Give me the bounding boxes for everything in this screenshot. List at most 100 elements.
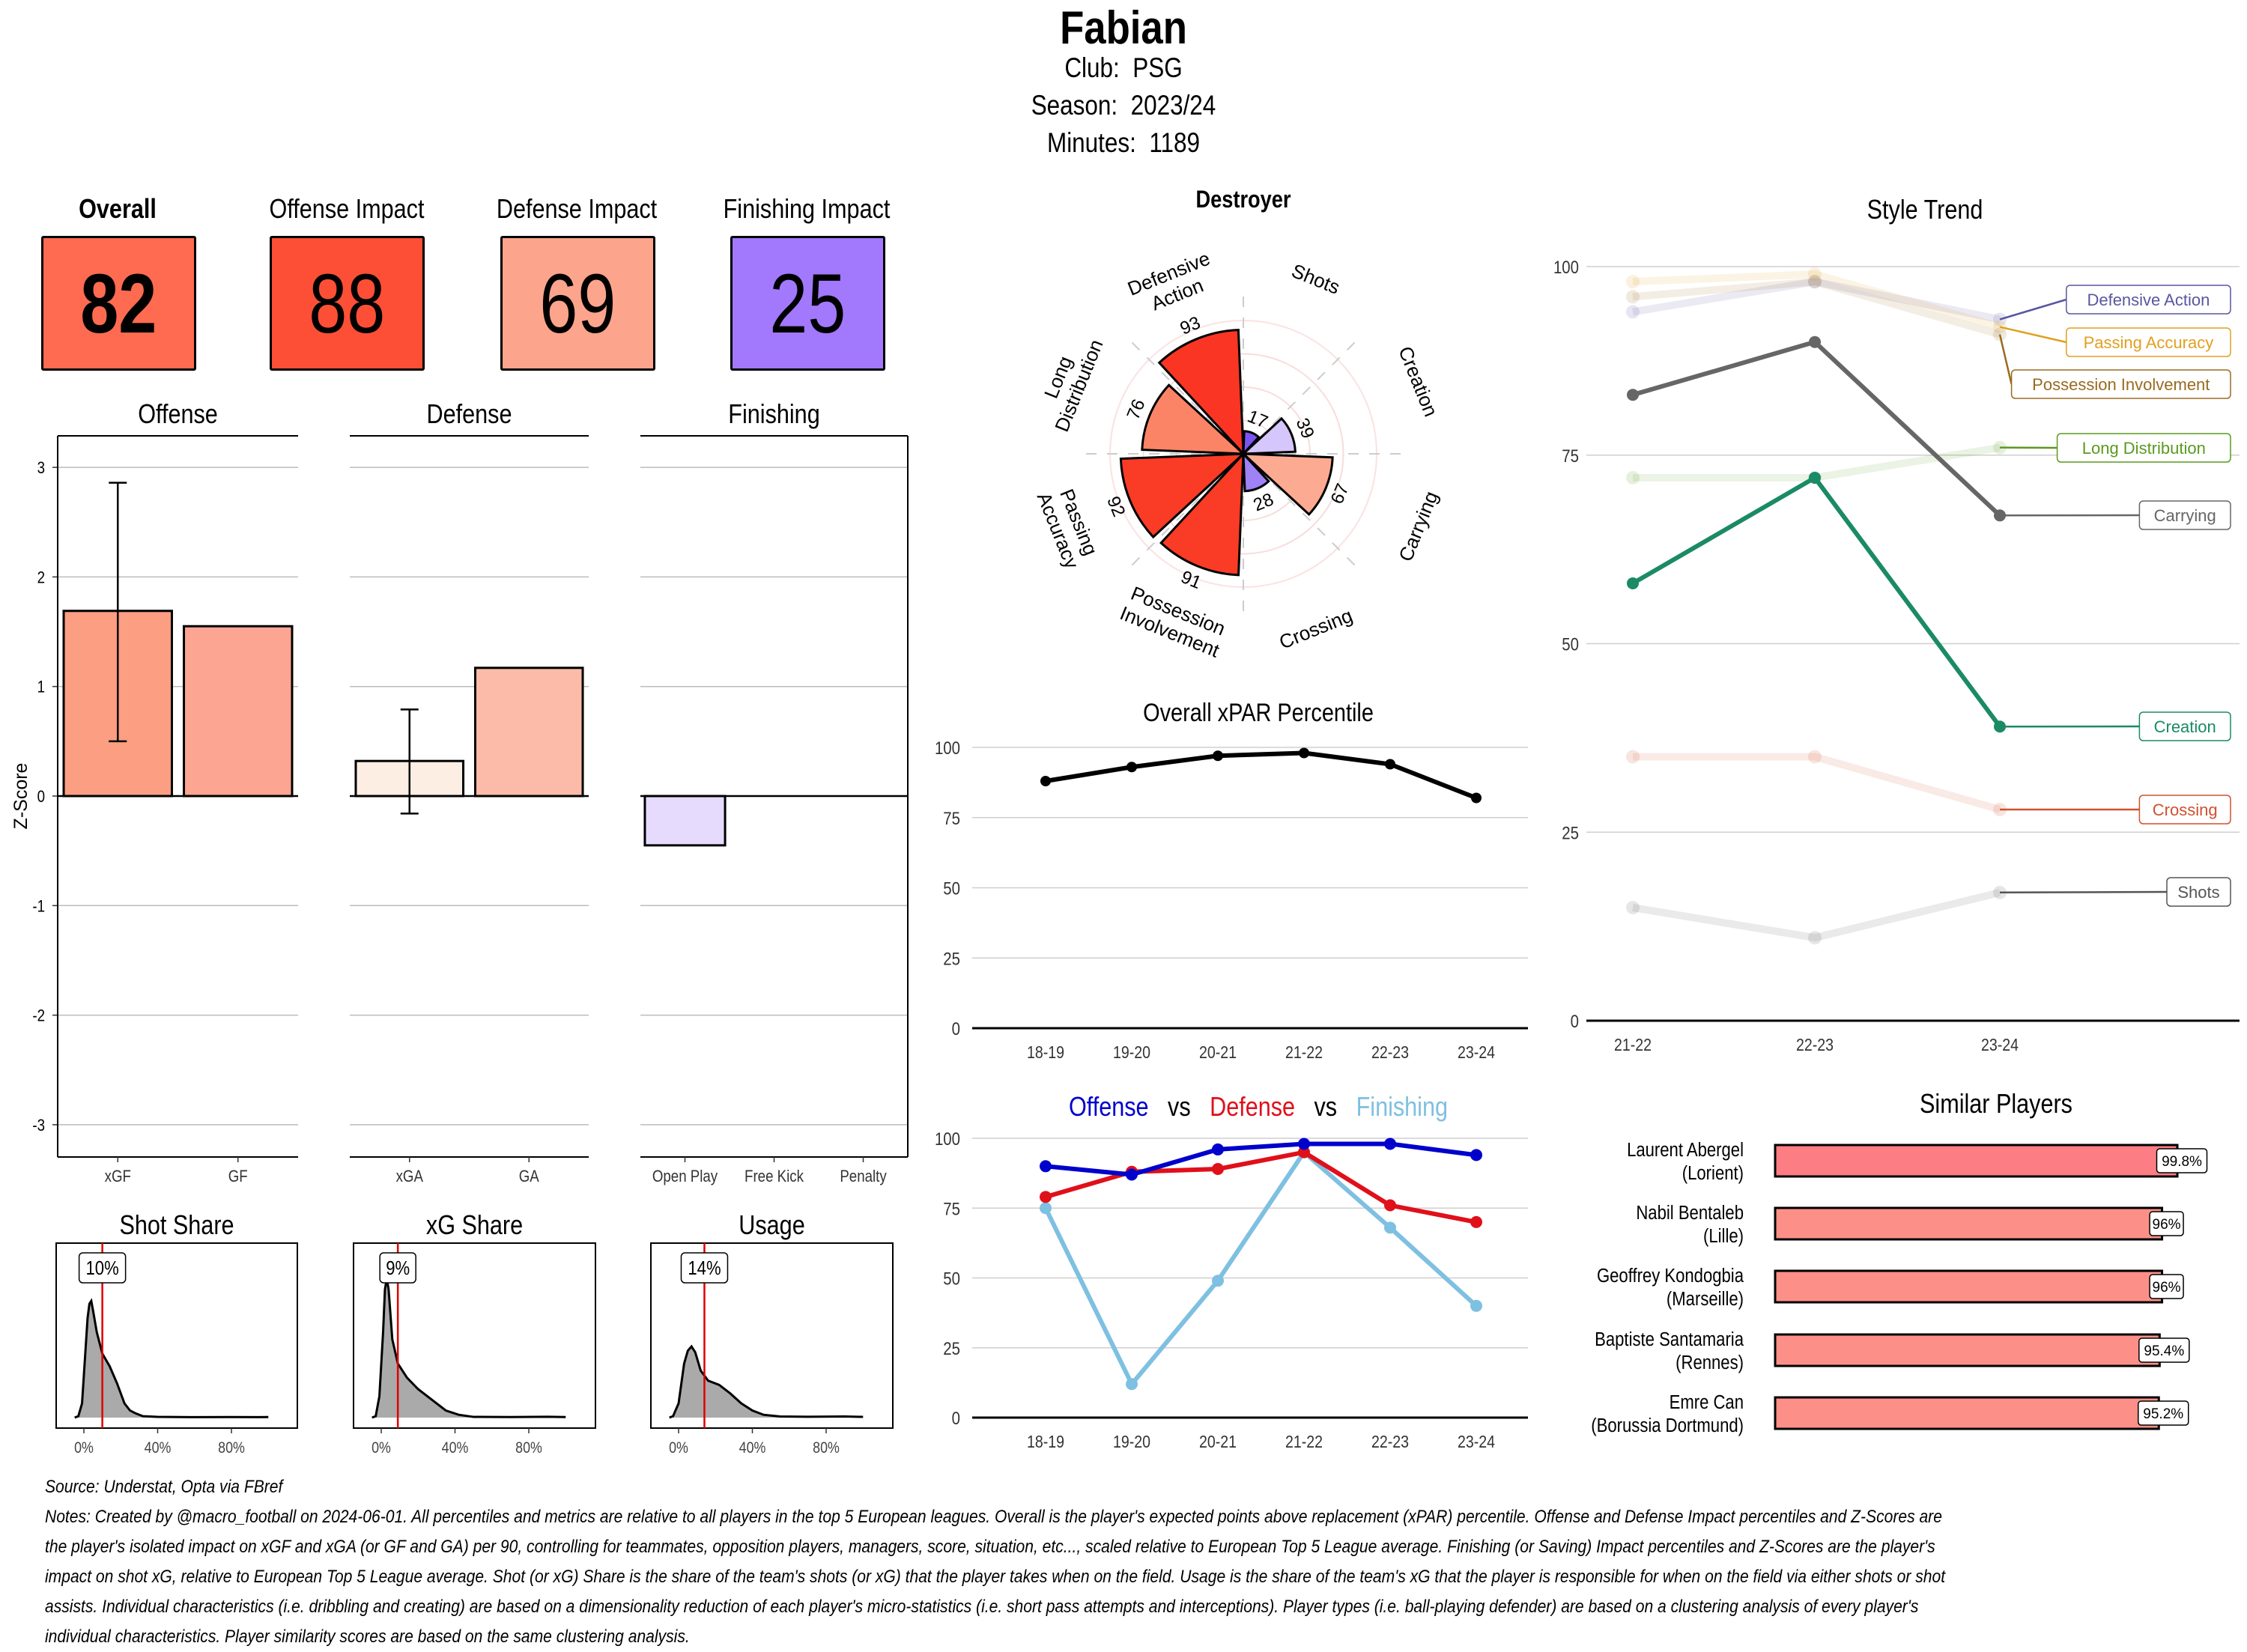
similar-player-club-group: (Rennes) (1676, 1352, 1744, 1373)
zscore-ylabel-group: Z-Score (10, 763, 31, 830)
zscore-ytick-label: 0 (37, 789, 45, 807)
ovd-point (1040, 1160, 1052, 1172)
ovd-point (1384, 1138, 1396, 1150)
ovd-xtick-label: 22-23 (1371, 1433, 1409, 1452)
source-text: Source: Understat, Opta via FBref (45, 1472, 2235, 1502)
density-value-label-group: 14% (688, 1257, 721, 1279)
density-title-group: xG Share (426, 1211, 523, 1241)
zscore-xtick-label-group: Free Kick (745, 1168, 804, 1186)
polar-category-group: Carrying (1394, 488, 1443, 565)
zscore-ytick-label-group: 1 (37, 678, 45, 696)
polar-category-group: Crossing (1276, 604, 1356, 653)
similar-player-club: (Lorient) (1682, 1162, 1744, 1184)
polar-value-label: 93 (1177, 312, 1204, 338)
zscore-panel-title-group: Defense (427, 400, 512, 430)
density-xtick-label-group: 80% (813, 1439, 840, 1457)
polar-category-label: Carrying (1394, 488, 1443, 565)
polar-category-group: Creation (1394, 343, 1443, 419)
ovd-ytick-label: 0 (952, 1408, 960, 1428)
similar-title: Similar Players (1920, 1090, 2072, 1120)
ovd-xtick-label-group: 21-22 (1285, 1433, 1323, 1452)
zscore-panel-title: Finishing (728, 400, 819, 430)
style-ytick-label: 75 (1562, 446, 1579, 466)
style-ytick-label-group: 0 (1571, 1011, 1579, 1031)
style-series-label: Possession Involvement (2032, 375, 2210, 394)
style-ytick-label: 50 (1562, 634, 1579, 655)
similar-player-name: Laurent Abergel (1627, 1139, 1744, 1161)
zscore-ytick-label-group: -3 (32, 1117, 45, 1135)
xpar-ytick-label: 100 (935, 738, 960, 758)
ovd-xtick-label: 18-19 (1027, 1433, 1064, 1452)
polar-category-label: Creation (1394, 343, 1443, 419)
style-point-faint (1626, 290, 1640, 303)
similar-value-label: 96% (2153, 1217, 2181, 1233)
zscore-xtick-label-group: GF (228, 1168, 248, 1186)
ovd-ytick-label-group: 75 (943, 1199, 960, 1219)
zscore-xtick-label: GA (519, 1168, 539, 1186)
style-label-connector (2000, 300, 2066, 319)
polar-value-group: 93 (1177, 312, 1204, 338)
xpar-ytick-label-group: 0 (952, 1018, 960, 1039)
style-line-faint (1633, 893, 2000, 938)
zscore-ytick-label-group: 0 (37, 789, 45, 807)
style-ytick-label: 0 (1571, 1011, 1579, 1031)
style-xtick-label: 21-22 (1614, 1036, 1652, 1055)
ovd-point (1126, 1168, 1138, 1180)
style-xtick-label: 23-24 (1981, 1036, 2019, 1055)
density-xtick-label-group: 40% (739, 1439, 766, 1457)
zscore-ytick-label: 3 (37, 460, 45, 478)
ovd-ytick-label-group: 0 (952, 1408, 960, 1428)
xpar-line (1046, 753, 1476, 798)
zscore-ytick-label-group: 3 (37, 460, 45, 478)
similar-bar (1775, 1397, 2159, 1429)
ovd-xtick-label-group: 22-23 (1371, 1433, 1409, 1452)
density-xtick-label: 80% (218, 1439, 245, 1457)
ovd-point (1384, 1221, 1396, 1233)
zscore-panel-title: Defense (427, 400, 512, 430)
style-point-faint (1626, 275, 1640, 288)
xpar-xtick-label: 22-23 (1371, 1043, 1409, 1063)
zscore-ytick-label: 2 (37, 569, 45, 587)
polar-value-label: 17 (1245, 406, 1271, 432)
xpar-xtick-label-group: 18-19 (1027, 1043, 1064, 1063)
style-ytick-label: 25 (1562, 823, 1579, 843)
zscore-xtick-label-group: xGF (105, 1168, 131, 1186)
density-xtick-label-group: 0% (372, 1439, 391, 1457)
similar-player-name-group: Emre Can (1670, 1391, 1744, 1413)
similar-player-club-group: (Marseille) (1667, 1288, 1744, 1310)
xpar-xtick-label: 23-24 (1458, 1043, 1495, 1063)
similar-player-club-group: (Borussia Dortmund) (1591, 1415, 1744, 1436)
xpar-xtick-label-group: 21-22 (1285, 1043, 1323, 1063)
xpar-point (1213, 750, 1223, 761)
similar-player-name-group: Baptiste Santamaria (1595, 1328, 1744, 1350)
xpar-point (1040, 776, 1051, 786)
similar-player-name: Emre Can (1670, 1391, 1744, 1413)
similar-bar (1775, 1334, 2159, 1366)
similar-player-club: (Lille) (1703, 1225, 1744, 1247)
ovd-title-group: Offense vs Defense vs Finishing (1069, 1093, 1448, 1123)
ovd-point (1212, 1275, 1224, 1287)
ovd-ytick-label: 50 (943, 1269, 960, 1289)
style-point-faint (1808, 275, 1822, 288)
similar-player-name: Baptiste Santamaria (1595, 1328, 1744, 1350)
similar-player-name-group: Laurent Abergel (1627, 1139, 1744, 1161)
zscore-ytick-label-group: -1 (32, 898, 45, 916)
style-line (1633, 478, 2000, 726)
xpar-xtick-label: 21-22 (1285, 1043, 1323, 1063)
similar-bar (1775, 1208, 2162, 1239)
similar-value-label: 96% (2153, 1280, 2181, 1296)
polar-value-label: 76 (1123, 396, 1149, 422)
similar-value-label: 99.8% (2162, 1154, 2202, 1170)
density-xtick-label: 0% (74, 1439, 94, 1457)
ovd-point (1212, 1163, 1224, 1175)
polar-value-label: 28 (1250, 489, 1276, 515)
density-value-label-group: 9% (386, 1257, 410, 1279)
polar-value-label: 39 (1292, 415, 1318, 441)
zscore-ytick-label: -1 (32, 898, 45, 916)
zscore-ytick-label-group: -2 (32, 1007, 45, 1025)
similar-player-club: (Borussia Dortmund) (1591, 1415, 1744, 1436)
density-xtick-label: 0% (372, 1439, 391, 1457)
xpar-ytick-label: 0 (952, 1018, 960, 1039)
style-ytick-label-group: 100 (1553, 257, 1579, 277)
